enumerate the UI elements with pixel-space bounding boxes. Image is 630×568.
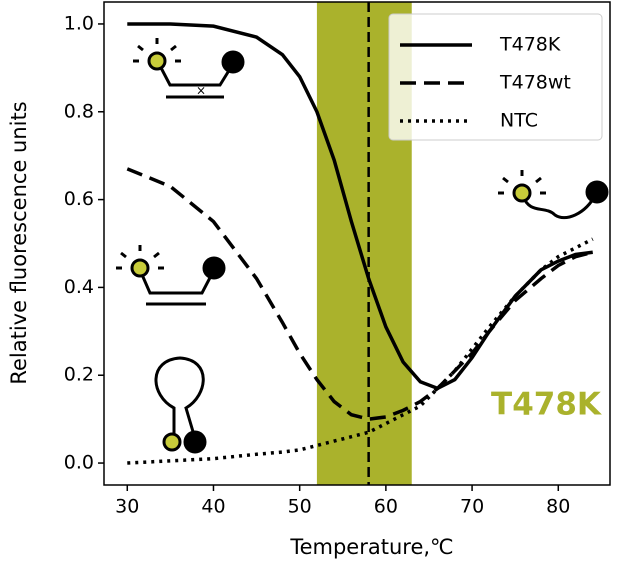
legend-label: T478K — [499, 34, 561, 56]
legend: T478K T478wt NTC — [388, 13, 603, 141]
legend-label: T478wt — [499, 72, 571, 94]
y-tick-label: 0.4 — [64, 276, 94, 298]
y-tick-label: 1.0 — [64, 12, 94, 34]
x-tick-label: 40 — [201, 496, 225, 518]
svg-text:×: × — [196, 84, 206, 98]
icons: × — [116, 38, 609, 454]
y-tick-label: 0.0 — [64, 452, 94, 474]
legend-label: NTC — [500, 110, 538, 132]
y-tick-label: 0.8 — [64, 100, 94, 122]
hairpin-icon — [154, 356, 207, 454]
x-axis-label: Temperature,℃ — [289, 535, 453, 559]
x-tick-label: 50 — [288, 496, 312, 518]
x-tick-label: 70 — [460, 496, 484, 518]
beacon-icon — [116, 245, 226, 306]
beacon-icon — [498, 170, 609, 220]
plot-area: 30 40 50 60 70 80 0.0 0.2 0.4 0.6 0.8 1.0 T478K T478w… — [64, 1, 611, 518]
y-axis-label: Relative fluorescence units — [7, 101, 31, 384]
y-tick-label: 0.2 — [64, 364, 94, 386]
beacon-icon: × — [133, 38, 245, 99]
series-line — [127, 237, 594, 465]
y-tick-label: 0.6 — [64, 188, 94, 210]
x-tick-label: 80 — [546, 496, 570, 518]
x-tick-label: 30 — [115, 496, 139, 518]
x-tick-label: 60 — [374, 496, 398, 518]
series-line — [126, 167, 594, 421]
annotation: T478K — [491, 387, 602, 423]
axes-frame — [103, 1, 611, 486]
